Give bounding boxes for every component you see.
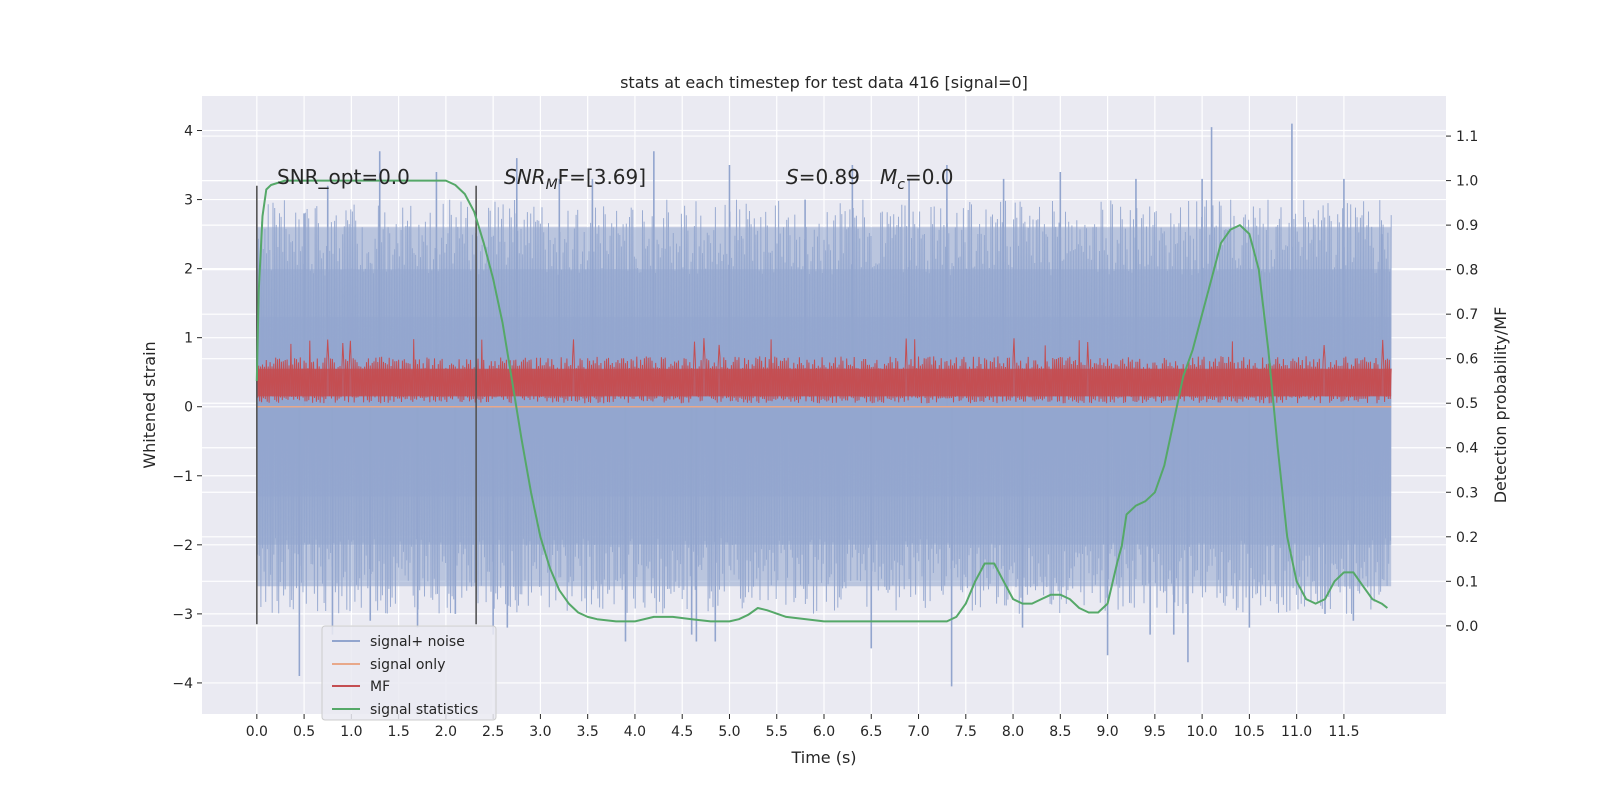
y-tick-label: 0: [184, 400, 193, 416]
x-tick-label: 5.0: [718, 724, 740, 740]
legend-box: [321, 625, 497, 721]
y2-tick-label: 0.5: [1456, 396, 1478, 412]
y2-tick-label: 0.9: [1456, 218, 1478, 234]
legend-label-mf: MF: [370, 679, 390, 695]
x-tick-label: 9.0: [1096, 724, 1118, 740]
y2-tick-label: 0.6: [1456, 352, 1478, 368]
legend-label-signal-statistics: signal statistics: [370, 702, 478, 718]
x-tick-label: 6.5: [860, 724, 882, 740]
x-tick-label: 6.0: [813, 724, 835, 740]
y2-axis-label: Detection probability/MF: [1491, 307, 1510, 504]
x-tick-label: 7.0: [907, 724, 929, 740]
y-tick-label: −2: [172, 538, 193, 554]
legend-label-signal-only: signal only: [370, 657, 445, 673]
y-tick-label: 2: [184, 262, 193, 278]
x-tick-label: 0.0: [246, 724, 268, 740]
mf-series: [256, 338, 1392, 404]
x-tick-label: 8.5: [1049, 724, 1071, 740]
x-tick-label: 0.5: [293, 724, 315, 740]
x-tick-label: 11.0: [1281, 724, 1312, 740]
x-tick-label: 7.5: [955, 724, 977, 740]
x-tick-label: 8.0: [1002, 724, 1024, 740]
signal-statistics-series: [255, 179, 1389, 623]
x-tick-label: 10.5: [1234, 724, 1265, 740]
y-tick-label: 3: [184, 193, 193, 209]
y2-tick-label: 0.0: [1456, 619, 1478, 635]
legend-label-signal-noise: signal+ noise: [370, 634, 465, 650]
y2-tick-label: 1.0: [1456, 174, 1478, 190]
y-tick-label: −4: [172, 676, 193, 692]
x-tick-label: 4.5: [671, 724, 693, 740]
y2-tick-label: 0.3: [1456, 485, 1478, 501]
x-tick-label: 4.0: [624, 724, 646, 740]
y-tick-label: −3: [172, 607, 193, 623]
x-tick-label: 9.5: [1144, 724, 1166, 740]
y-axis-label: Whitened strain: [140, 341, 159, 468]
vertical-markers: [256, 185, 477, 625]
x-tick-label: 3.0: [529, 724, 551, 740]
y2-tick-label: 0.2: [1456, 530, 1478, 546]
annotation-s: S=0.89: [786, 165, 860, 189]
x-tick-label: 10.0: [1187, 724, 1218, 740]
y2-tick-label: 0.8: [1456, 263, 1478, 279]
y-tick-label: −1: [172, 469, 193, 485]
annotations: SNR_opt=0.0 SNRMF=[3.69] S=0.89 Mc=0.0: [277, 165, 954, 193]
x-tick-label: 5.5: [766, 724, 788, 740]
chart-title: stats at each timestep for test data 416…: [620, 73, 1028, 92]
x-tick-label: 2.5: [482, 724, 504, 740]
y-tick-label: 4: [184, 124, 193, 140]
x-tick-label: 1.5: [387, 724, 409, 740]
annotation-snr-opt: SNR_opt=0.0: [277, 165, 410, 189]
x-axis-label: Time (s): [790, 748, 856, 767]
y2-tick-label: 0.4: [1456, 441, 1478, 457]
x-tick-label: 1.0: [340, 724, 362, 740]
noise-trace: [256, 199, 1392, 614]
x-tick-label: 3.5: [577, 724, 599, 740]
y2-tick-label: 1.1: [1456, 129, 1478, 145]
y-tick-label: 1: [184, 331, 193, 347]
legend: signal+ noise signal only MF signal stat…: [321, 625, 497, 721]
annotation-mc: Mc=0.0: [880, 165, 954, 193]
signal-statistics-line: [255, 179, 1389, 623]
tick-labels: 0.0 0.5 1.0 1.5 2.0 2.5 3.0 3.5 4.0 4.5 5.0 5.5 6.0 6…: [172, 124, 1478, 740]
mf-trace: [256, 338, 1392, 404]
x-tick-label: 11.5: [1328, 724, 1359, 740]
y2-tick-label: 0.1: [1456, 574, 1478, 590]
y2-tick-label: 0.7: [1456, 307, 1478, 323]
x-tick-label: 2.0: [435, 724, 457, 740]
annotation-snr-mf: SNRMF=[3.69]: [504, 165, 646, 193]
